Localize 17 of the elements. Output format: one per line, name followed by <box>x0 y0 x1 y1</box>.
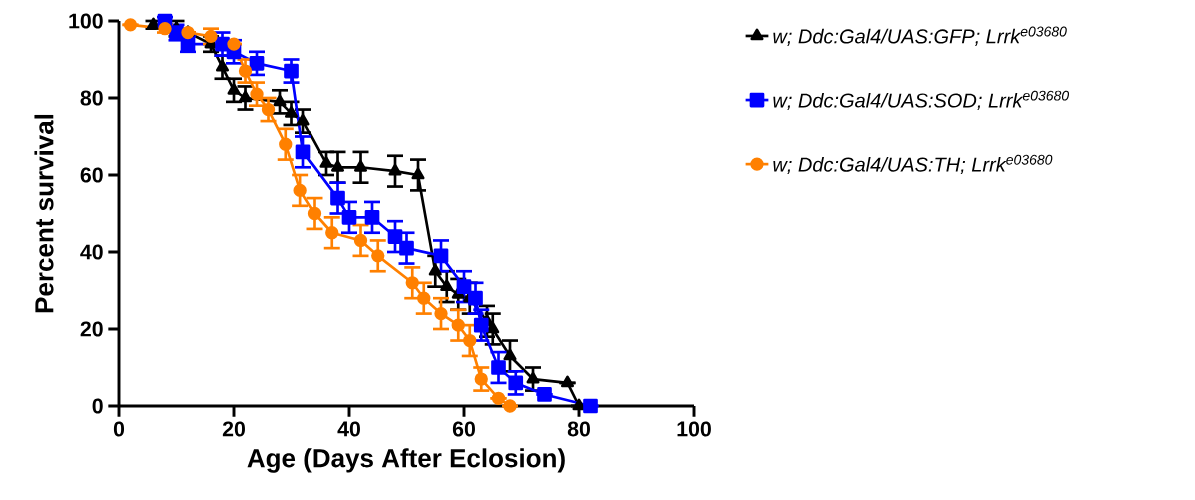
x-tick-label: 100 <box>677 421 711 437</box>
x-tick-label: 40 <box>337 421 360 437</box>
y-tick-label: 0 <box>92 398 103 414</box>
x-tick-label: 0 <box>113 421 125 437</box>
legend-label: w; Ddc:Gal4/UAS:GFP; Lrrk$^{e03680}$ <box>773 26 1067 46</box>
x-tick-label: 60 <box>452 421 475 437</box>
y-tick-label: 100 <box>69 13 103 29</box>
x-tick-label: 80 <box>567 421 590 437</box>
legend-label: w; Ddc:Gal4/UAS:SOD; Lrrk$^{e03680}$ <box>773 90 1070 110</box>
legend-label: w; Ddc:Gal4/UAS:TH; Lrrk$^{e03680}$ <box>773 154 1053 175</box>
y-tick-label: 20 <box>80 321 103 337</box>
y-axis-title: Percent survival <box>34 114 54 313</box>
x-tick-label: 20 <box>222 421 245 437</box>
y-tick-label: 60 <box>80 167 103 183</box>
y-tick-label: 40 <box>80 244 103 260</box>
y-tick-label: 80 <box>80 90 103 106</box>
x-axis-title: Age (Days After Eclosion) <box>247 448 565 473</box>
